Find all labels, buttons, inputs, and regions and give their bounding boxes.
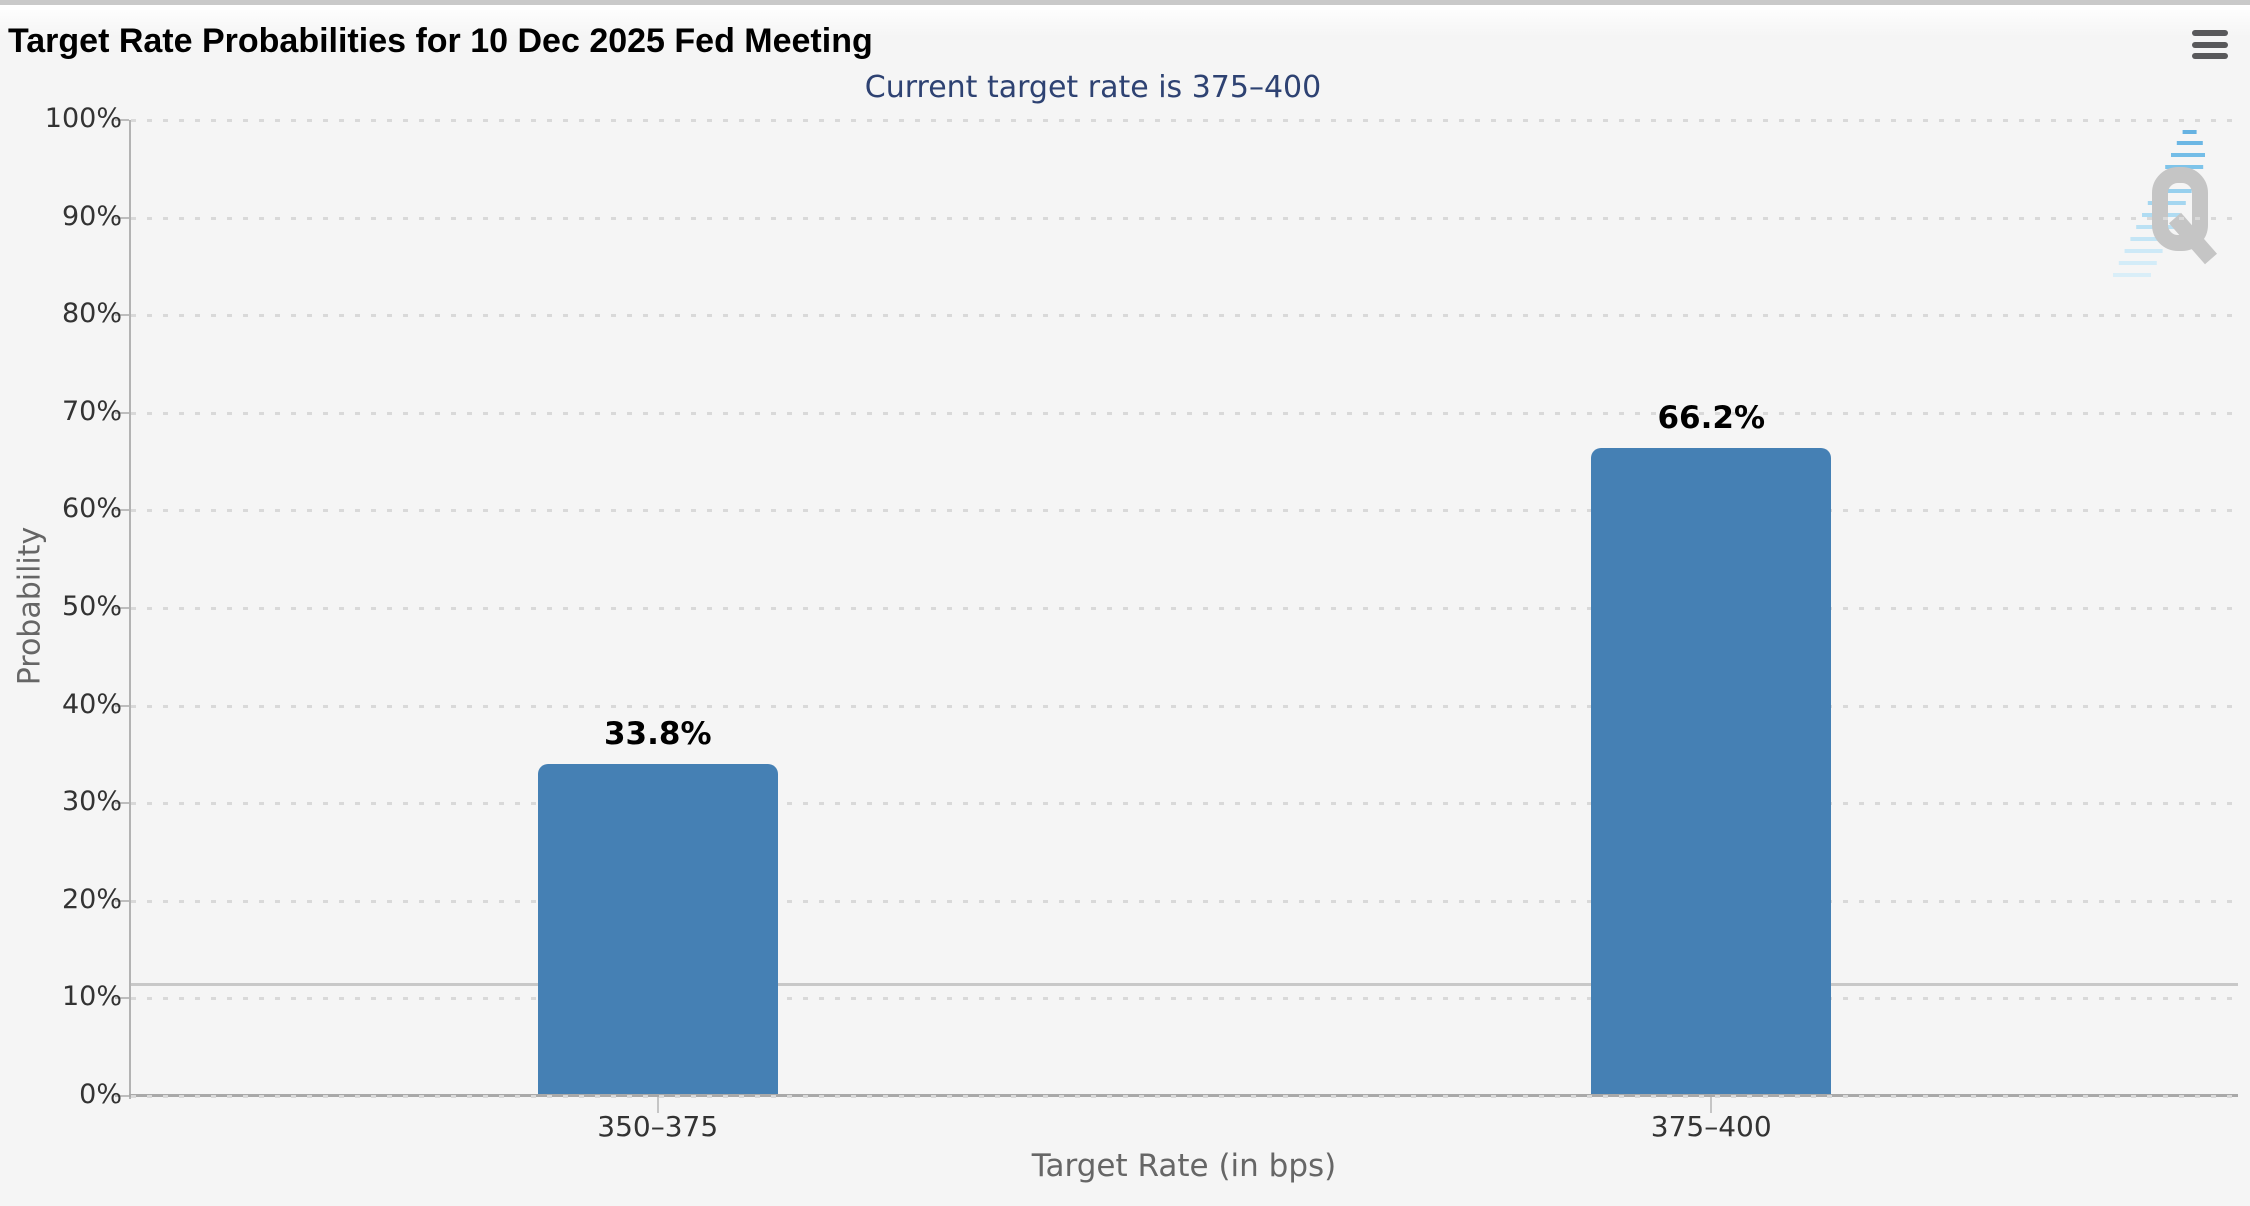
probability-bar[interactable] — [537, 764, 778, 1094]
y-axis-tick-label: 60% — [61, 493, 122, 525]
blue-dashes-icon — [2113, 130, 2205, 277]
threshold-line — [131, 982, 2238, 986]
y-axis-tick-label: 100% — [44, 103, 122, 134]
y-gridline — [131, 1095, 2238, 1098]
y-axis-tick-label: 10% — [61, 981, 122, 1013]
chart-title: Target Rate Probabilities for 10 Dec 202… — [8, 22, 873, 60]
y-gridline — [131, 704, 2238, 708]
hamburger-icon — [2192, 30, 2228, 36]
chart-context-menu-button[interactable] — [2192, 30, 2228, 59]
bar-value-label: 66.2% — [1657, 399, 1766, 436]
x-axis-title: Target Rate (in bps) — [1031, 1148, 1337, 1184]
plot-area: 33.8% 66.2% — [115, 119, 2238, 1113]
y-axis-tick — [115, 607, 129, 609]
y-axis-tick — [115, 119, 129, 121]
y-axis-tick-label: 0% — [79, 1079, 122, 1110]
top-border-strip — [0, 0, 2250, 5]
y-axis-tick — [115, 899, 129, 902]
x-axis-category-label: 350–375 — [597, 1110, 719, 1143]
y-axis-tick — [115, 411, 129, 414]
y-gridline — [131, 899, 2238, 903]
y-axis-tick — [115, 1095, 129, 1097]
y-axis-tick — [115, 509, 129, 512]
y-axis-tick — [115, 704, 129, 707]
y-axis-tick-label: 40% — [61, 688, 122, 720]
hamburger-icon — [2192, 53, 2228, 59]
x-axis-tick — [656, 1097, 659, 1113]
y-gridline — [131, 607, 2238, 610]
chart-subtitle: Current target rate is 375–400 — [864, 70, 1322, 105]
hamburger-icon — [2192, 41, 2228, 48]
y-axis-tick — [115, 216, 129, 219]
x-axis-category-label: 375–400 — [1650, 1110, 1772, 1143]
y-axis-tick-label: 20% — [61, 883, 122, 915]
y-axis-line — [129, 120, 131, 1099]
y-axis-tick — [115, 997, 129, 1000]
y-axis-tick-label: 90% — [61, 200, 122, 232]
y-axis-tick — [115, 314, 129, 317]
y-axis-tick — [115, 802, 129, 805]
y-gridline — [131, 411, 2238, 415]
y-gridline — [131, 314, 2238, 318]
y-axis-tick-label: 80% — [61, 298, 122, 330]
quikstrike-q-watermark — [2113, 130, 2218, 277]
y-gridline — [131, 997, 2238, 1001]
y-axis-tick-label: 70% — [61, 395, 122, 427]
bar-value-label: 33.8% — [603, 716, 712, 753]
y-gridline — [131, 119, 2238, 122]
y-gridline — [131, 802, 2238, 806]
probability-bar[interactable] — [1591, 447, 1832, 1094]
y-gridline — [131, 509, 2238, 513]
x-axis-tick — [1710, 1097, 1713, 1113]
y-gridline — [131, 216, 2238, 220]
y-axis-tick-label: 50% — [61, 591, 122, 622]
y-axis-tick-label: 30% — [61, 786, 122, 818]
